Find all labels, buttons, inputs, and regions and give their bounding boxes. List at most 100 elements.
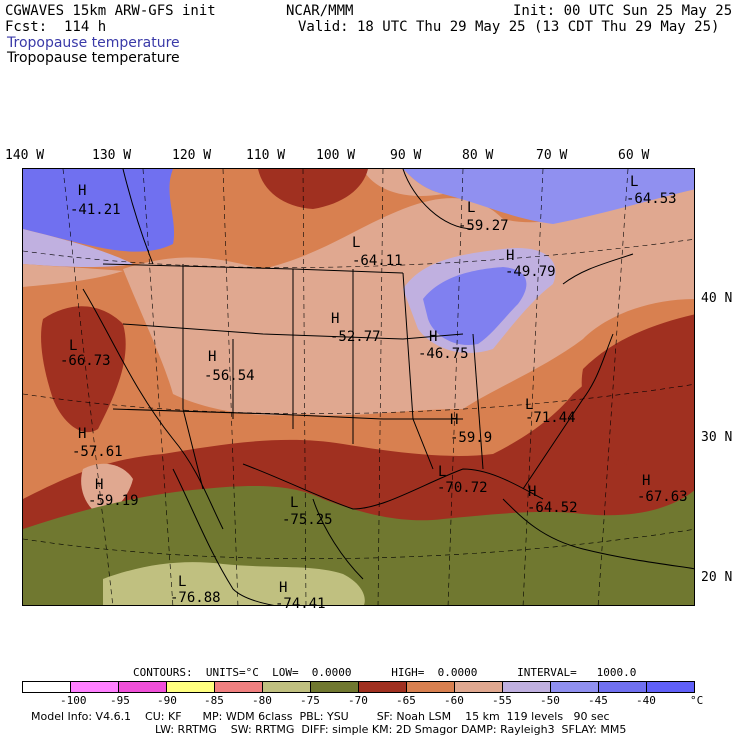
extremum-value: -57.61	[72, 444, 123, 460]
fill-blue-lakes	[423, 267, 527, 345]
fill-lavender-nw	[23, 229, 133, 268]
extremum-value: -66.73	[60, 353, 111, 369]
lat-label: 20 N	[701, 570, 733, 585]
lon-label: 60 W	[618, 148, 650, 163]
extremum-value: -46.75	[418, 346, 469, 362]
extremum-value: -64.52	[527, 500, 578, 516]
extremum-type: H	[78, 183, 87, 199]
model-title: CGWAVES 15km ARW-GFS init	[5, 3, 216, 19]
legend-tick: -90	[157, 694, 177, 707]
extremum-type: H	[279, 580, 288, 596]
legend-swatch	[119, 682, 167, 692]
model-info-line-2: LW: RRTMG SW: RRTMG DIFF: simple KM: 2D …	[155, 723, 627, 736]
legend-swatch	[263, 682, 311, 692]
legend-tick: -65	[396, 694, 416, 707]
extremum-type: L	[438, 464, 447, 480]
extremum-type: H	[429, 329, 438, 345]
extremum-type: H	[450, 412, 459, 428]
legend-swatch	[359, 682, 407, 692]
lon-label: 140 W	[5, 148, 45, 163]
extremum-type: H	[528, 484, 537, 500]
extremum-type: L	[630, 174, 639, 190]
extremum-value: -56.54	[204, 368, 255, 384]
coastlines	[172, 468, 694, 605]
map-canvas	[23, 169, 694, 605]
extremum-type: H	[331, 311, 340, 327]
legend-swatch	[647, 682, 694, 692]
extremum-value: -59.27	[458, 218, 509, 234]
extremum-type: L	[525, 397, 534, 413]
lon-label: 90 W	[390, 148, 422, 163]
extremum-value: -71.44	[525, 410, 576, 426]
extremum-value: -41.21	[70, 202, 121, 218]
legend-swatch	[311, 682, 359, 692]
extremum-type: H	[78, 426, 87, 442]
legend-swatch	[167, 682, 215, 692]
legend-swatch	[23, 682, 71, 692]
fill-red-top	[258, 169, 368, 209]
legend-tick: -50	[540, 694, 560, 707]
contours-info: CONTOURS: UNITS=°C LOW= 0.0000 HIGH= 0.0…	[133, 666, 637, 679]
model-info-line-1: Model Info: V4.6.1 CU: KF MP: WDM 6class…	[31, 710, 610, 723]
extremum-type: L	[290, 495, 299, 511]
extremum-type: L	[69, 338, 78, 354]
legend-swatch	[503, 682, 551, 692]
lon-label: 130 W	[92, 148, 132, 163]
extremum-type: H	[95, 477, 104, 493]
legend-tick: -40	[636, 694, 656, 707]
lon-label: 70 W	[536, 148, 568, 163]
extremum-value: -64.53	[626, 191, 677, 207]
lon-label: 110 W	[246, 148, 286, 163]
extremum-value: -67.63	[637, 489, 688, 505]
extremum-type: L	[178, 574, 187, 590]
map-plot	[22, 168, 695, 606]
legend-swatch	[71, 682, 119, 692]
extremum-value: -59.9	[450, 430, 493, 446]
extremum-type: H	[642, 473, 651, 489]
fill-pink-nw	[23, 264, 123, 287]
fill-pink-sw	[81, 463, 133, 514]
extremum-type: L	[352, 235, 361, 251]
legend-swatch	[551, 682, 599, 692]
fill-blue-nw	[23, 169, 175, 252]
fill-blue-ne	[403, 169, 694, 224]
legend-swatch	[407, 682, 455, 692]
extremum-value: -49.79	[505, 264, 556, 280]
lat-label: 40 N	[701, 291, 733, 306]
legend-swatch	[599, 682, 647, 692]
color-legend	[22, 681, 695, 693]
legend-tick: -55	[492, 694, 512, 707]
extremum-type: L	[467, 200, 476, 216]
legend-tick: -95	[110, 694, 130, 707]
extremum-value: -52.77	[330, 329, 381, 345]
fill-khaki-south	[103, 562, 365, 605]
extremum-type: H	[208, 349, 217, 365]
extremum-value: -76.88	[170, 590, 221, 606]
fill-pink-top	[363, 169, 443, 197]
borders	[82, 169, 634, 530]
legend-tick: -100	[60, 694, 87, 707]
lon-label: 80 W	[462, 148, 494, 163]
lat-label: 30 N	[701, 430, 733, 445]
legend-tick: -45	[588, 694, 608, 707]
valid-time: Valid: 18 UTC Thu 29 May 25 (13 CDT Thu …	[298, 19, 720, 35]
legend-tick: -85	[204, 694, 224, 707]
legend-swatch	[455, 682, 503, 692]
legend-tick: -75	[300, 694, 320, 707]
legend-unit: °C	[690, 694, 704, 707]
grid-lines	[23, 169, 694, 605]
extremum-value: -74.41	[275, 596, 326, 612]
extremum-type: H	[506, 248, 515, 264]
extremum-value: -75.25	[282, 512, 333, 528]
legend-tick: -80	[252, 694, 272, 707]
center-label: NCAR/MMM	[286, 3, 354, 19]
legend-tick: -60	[444, 694, 464, 707]
extremum-value: -59.19	[88, 493, 139, 509]
field-title-shaded: Tropopause temperature	[7, 35, 180, 51]
forecast-hour: Fcst: 114 h	[5, 19, 107, 35]
init-time: Init: 00 UTC Sun 25 May 25	[513, 3, 733, 19]
extremum-value: -64.11	[352, 253, 403, 269]
field-title-contour: Tropopause temperature	[7, 50, 180, 66]
legend-tick: -70	[348, 694, 368, 707]
lon-label: 120 W	[172, 148, 212, 163]
